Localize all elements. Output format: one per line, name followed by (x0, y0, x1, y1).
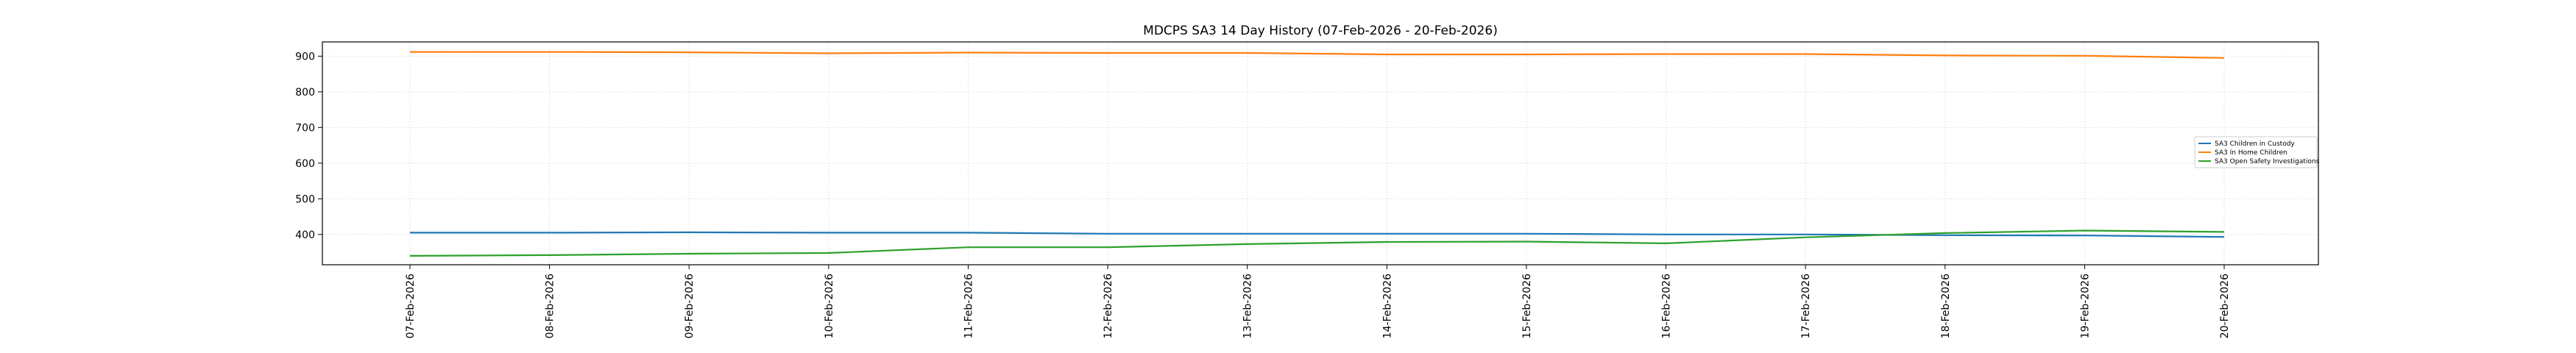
x-tick-label: 11-Feb-2026 (963, 274, 974, 338)
legend-entry: SA3 In Home Children (2215, 149, 2287, 157)
y-tick-label: 600 (295, 158, 315, 170)
chart-title: MDCPS SA3 14 Day History (07-Feb-2026 - … (1143, 24, 1498, 38)
legend-box (2194, 136, 2318, 168)
x-tick-label: 13-Feb-2026 (1242, 274, 1254, 338)
x-tick-label: 09-Feb-2026 (684, 274, 696, 338)
legend-entry: SA3 Children in Custody (2215, 140, 2295, 148)
x-tick-label: 18-Feb-2026 (1940, 274, 1952, 338)
grid-lines (322, 42, 2318, 265)
series-line-1 (410, 231, 2225, 238)
x-tick-label: 07-Feb-2026 (405, 274, 417, 338)
y-tick-label: 900 (295, 51, 315, 63)
x-tick-label: 19-Feb-2026 (2079, 274, 2091, 338)
x-tick-label: 17-Feb-2026 (1800, 274, 1812, 338)
plot-area-frame (322, 41, 2319, 265)
legend-entry: SA3 Open Safety Investigations (2215, 158, 2320, 165)
x-tick-label: 20-Feb-2026 (2219, 274, 2231, 338)
x-axis: 07-Feb-2026 08-Feb-2026 09-Feb-2026 10-Feb-… (405, 265, 2231, 338)
y-tick-label: 400 (295, 229, 315, 241)
y-tick-label: 700 (295, 122, 315, 134)
series-line-2 (410, 51, 2225, 59)
x-tick-label: 10-Feb-2026 (824, 274, 835, 338)
x-tick-label: 12-Feb-2026 (1103, 274, 1114, 338)
series-line-3 (409, 229, 2225, 257)
x-tick-label: 15-Feb-2026 (1521, 274, 1533, 338)
x-tick-label: 14-Feb-2026 (1381, 274, 1393, 338)
y-tick-label: 800 (295, 87, 315, 99)
x-tick-label: 08-Feb-2026 (545, 274, 556, 338)
x-tick-label: 16-Feb-2026 (1661, 274, 1673, 338)
y-axis: 400 500 600 700 800 900 (295, 51, 322, 241)
y-tick-label: 500 (295, 193, 315, 205)
series-lines (409, 51, 2225, 257)
